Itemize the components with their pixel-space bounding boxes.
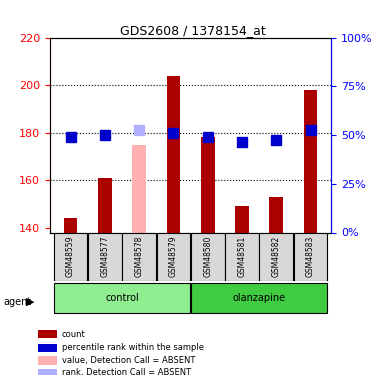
Text: GSM48581: GSM48581 [238, 235, 246, 276]
Text: percentile rank within the sample: percentile rank within the sample [62, 343, 204, 352]
Text: agent: agent [4, 297, 32, 307]
Bar [167, 75, 180, 232]
FancyBboxPatch shape [294, 234, 327, 281]
Text: rank, Detection Call = ABSENT: rank, Detection Call = ABSENT [62, 368, 191, 375]
FancyBboxPatch shape [54, 283, 190, 314]
Bar [304, 90, 317, 232]
Bar [132, 144, 146, 232]
Text: GSM48578: GSM48578 [135, 235, 144, 277]
FancyBboxPatch shape [54, 234, 87, 281]
FancyBboxPatch shape [191, 234, 224, 281]
Text: control: control [105, 293, 139, 303]
Text: GSM48579: GSM48579 [169, 235, 178, 277]
Bar [64, 218, 77, 232]
Text: count: count [62, 330, 86, 339]
Bar [38, 330, 57, 338]
Text: olanzapine: olanzapine [233, 293, 286, 303]
Text: ▶: ▶ [26, 297, 35, 307]
Bar [270, 197, 283, 232]
FancyBboxPatch shape [259, 234, 293, 281]
Bar [38, 369, 57, 375]
Text: GSM48583: GSM48583 [306, 235, 315, 277]
Bar [98, 178, 112, 232]
FancyBboxPatch shape [157, 234, 190, 281]
Bar [235, 206, 249, 232]
Text: GSM48582: GSM48582 [272, 235, 281, 276]
FancyBboxPatch shape [225, 234, 259, 281]
FancyBboxPatch shape [191, 283, 327, 314]
Bar [38, 356, 57, 364]
Text: GSM48559: GSM48559 [66, 235, 75, 277]
FancyBboxPatch shape [88, 234, 122, 281]
Bar [201, 137, 214, 232]
Bar [38, 344, 57, 352]
FancyBboxPatch shape [122, 234, 156, 281]
Text: value, Detection Call = ABSENT: value, Detection Call = ABSENT [62, 356, 195, 365]
Text: GDS2608 / 1378154_at: GDS2608 / 1378154_at [120, 24, 265, 38]
Text: GSM48577: GSM48577 [100, 235, 109, 277]
Text: GSM48580: GSM48580 [203, 235, 212, 277]
